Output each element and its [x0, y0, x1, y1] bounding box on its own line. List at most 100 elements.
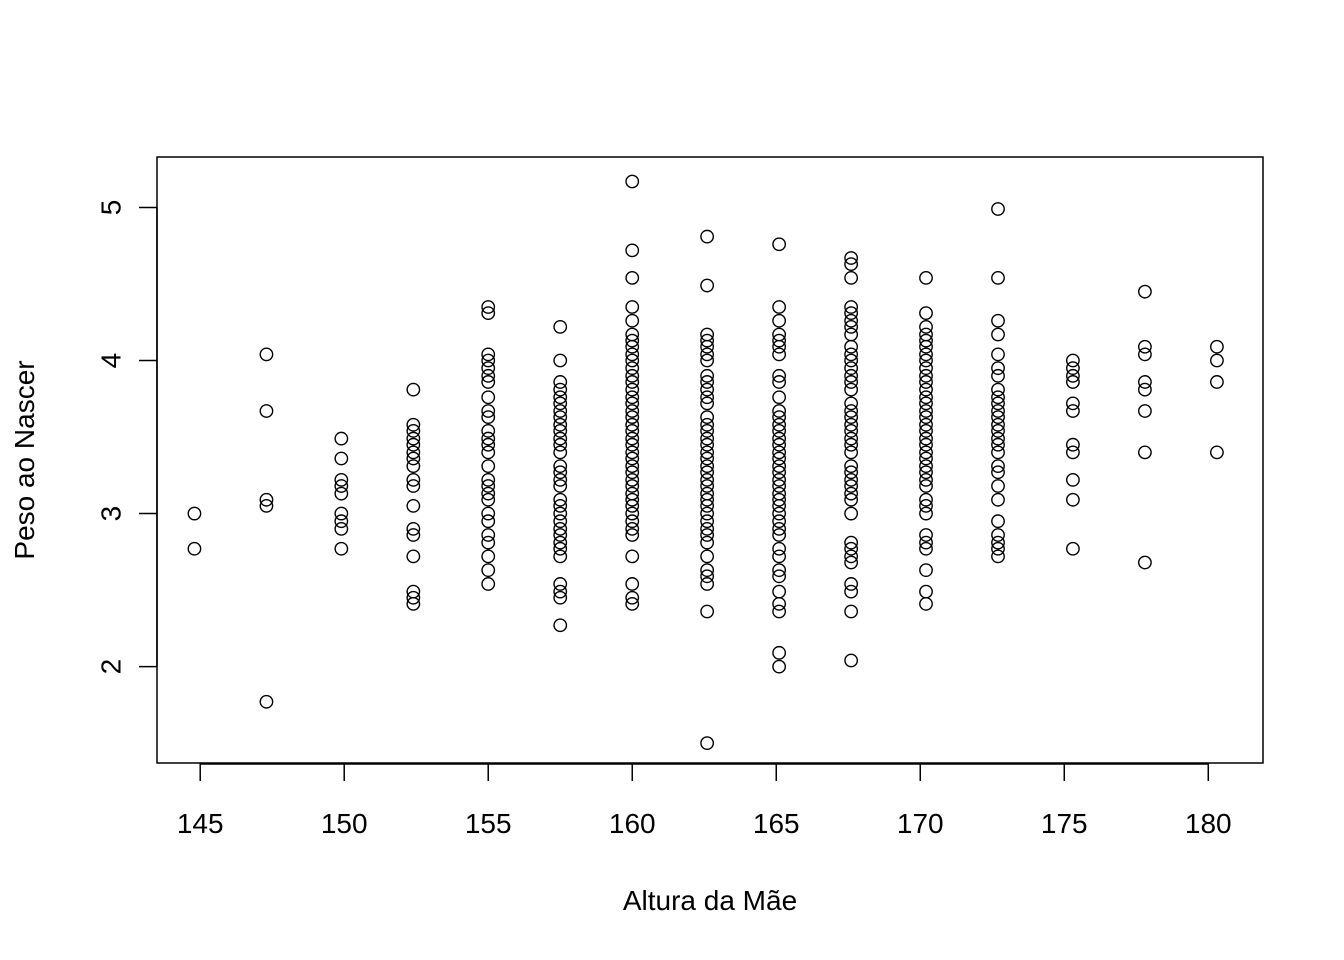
data-point	[772, 417, 787, 432]
data-point	[700, 229, 715, 244]
data-point	[844, 653, 859, 668]
data-point	[919, 445, 933, 460]
data-point	[844, 424, 859, 438]
data-point	[406, 472, 421, 487]
data-point	[553, 584, 568, 599]
data-point	[553, 390, 568, 405]
data-point	[919, 375, 933, 389]
data-point	[625, 528, 640, 542]
data-point	[772, 451, 787, 466]
data-point	[700, 368, 715, 383]
data-point	[700, 424, 715, 438]
data-point	[772, 465, 787, 480]
data-point	[481, 486, 496, 501]
data-point	[772, 506, 787, 521]
data-point	[844, 437, 859, 452]
data-point	[991, 347, 1005, 362]
data-point	[844, 535, 859, 550]
data-point	[481, 506, 496, 521]
data-point	[844, 410, 859, 425]
data-point	[1066, 492, 1080, 507]
data-point	[1138, 347, 1152, 362]
data-point	[334, 521, 349, 536]
data-point	[700, 382, 715, 397]
data-point	[772, 437, 787, 452]
data-point	[625, 174, 640, 189]
data-point	[553, 492, 568, 507]
data-point	[772, 424, 787, 438]
data-point	[625, 492, 640, 507]
data-point	[772, 472, 787, 487]
data-point	[406, 590, 421, 605]
data-point	[919, 437, 933, 452]
data-point	[844, 506, 859, 521]
data-point	[481, 535, 496, 550]
data-point	[700, 506, 715, 521]
data-point	[919, 584, 933, 599]
data-point	[481, 404, 496, 418]
data-point	[991, 410, 1005, 425]
data-point	[844, 445, 859, 460]
data-point	[772, 549, 787, 564]
data-point	[700, 528, 715, 542]
data-point	[844, 486, 859, 501]
data-point	[553, 424, 568, 438]
data-point	[919, 396, 933, 411]
data-point	[700, 472, 715, 487]
data-point	[553, 577, 568, 591]
data-point	[700, 486, 715, 501]
data-point	[700, 390, 715, 405]
data-point	[625, 270, 640, 285]
data-point	[919, 492, 933, 507]
data-point	[772, 604, 787, 619]
data-point	[625, 437, 640, 452]
x-tick-label: 145	[177, 808, 224, 839]
y-tick-label: 3	[96, 506, 127, 522]
data-point	[334, 541, 349, 556]
data-point	[700, 375, 715, 389]
data-point	[259, 347, 274, 362]
data-point	[772, 486, 787, 501]
data-point	[919, 499, 933, 513]
y-tick-label: 2	[96, 659, 127, 675]
data-point	[772, 368, 787, 383]
data-point	[553, 319, 568, 334]
data-point	[919, 361, 933, 376]
data-point	[844, 541, 859, 556]
data-point	[772, 479, 787, 493]
data-point	[553, 499, 568, 513]
data-point	[406, 431, 421, 446]
data-point	[991, 396, 1005, 411]
data-point	[481, 375, 496, 389]
data-point	[625, 333, 640, 348]
data-point	[700, 353, 715, 368]
data-point	[553, 459, 568, 474]
data-point	[991, 437, 1005, 452]
data-point	[481, 479, 496, 493]
data-point	[481, 437, 496, 452]
data-point	[1210, 339, 1224, 354]
data-point	[1138, 404, 1152, 418]
data-point	[919, 541, 933, 556]
x-tick-label: 175	[1041, 808, 1088, 839]
data-point	[481, 353, 496, 368]
data-point	[700, 535, 715, 550]
data-point	[481, 431, 496, 446]
data-point	[991, 459, 1005, 474]
data-point	[625, 479, 640, 493]
data-point	[919, 382, 933, 397]
data-point	[844, 382, 859, 397]
data-point	[625, 472, 640, 487]
data-point	[481, 472, 496, 487]
data-point	[844, 472, 859, 487]
data-point	[1066, 472, 1080, 487]
data-point	[919, 424, 933, 438]
data-point	[1066, 353, 1080, 368]
data-point	[553, 535, 568, 550]
data-point	[772, 584, 787, 599]
data-point	[772, 333, 787, 348]
data-point	[187, 506, 202, 521]
data-point	[919, 528, 933, 542]
data-point	[553, 353, 568, 368]
data-point	[553, 382, 568, 397]
